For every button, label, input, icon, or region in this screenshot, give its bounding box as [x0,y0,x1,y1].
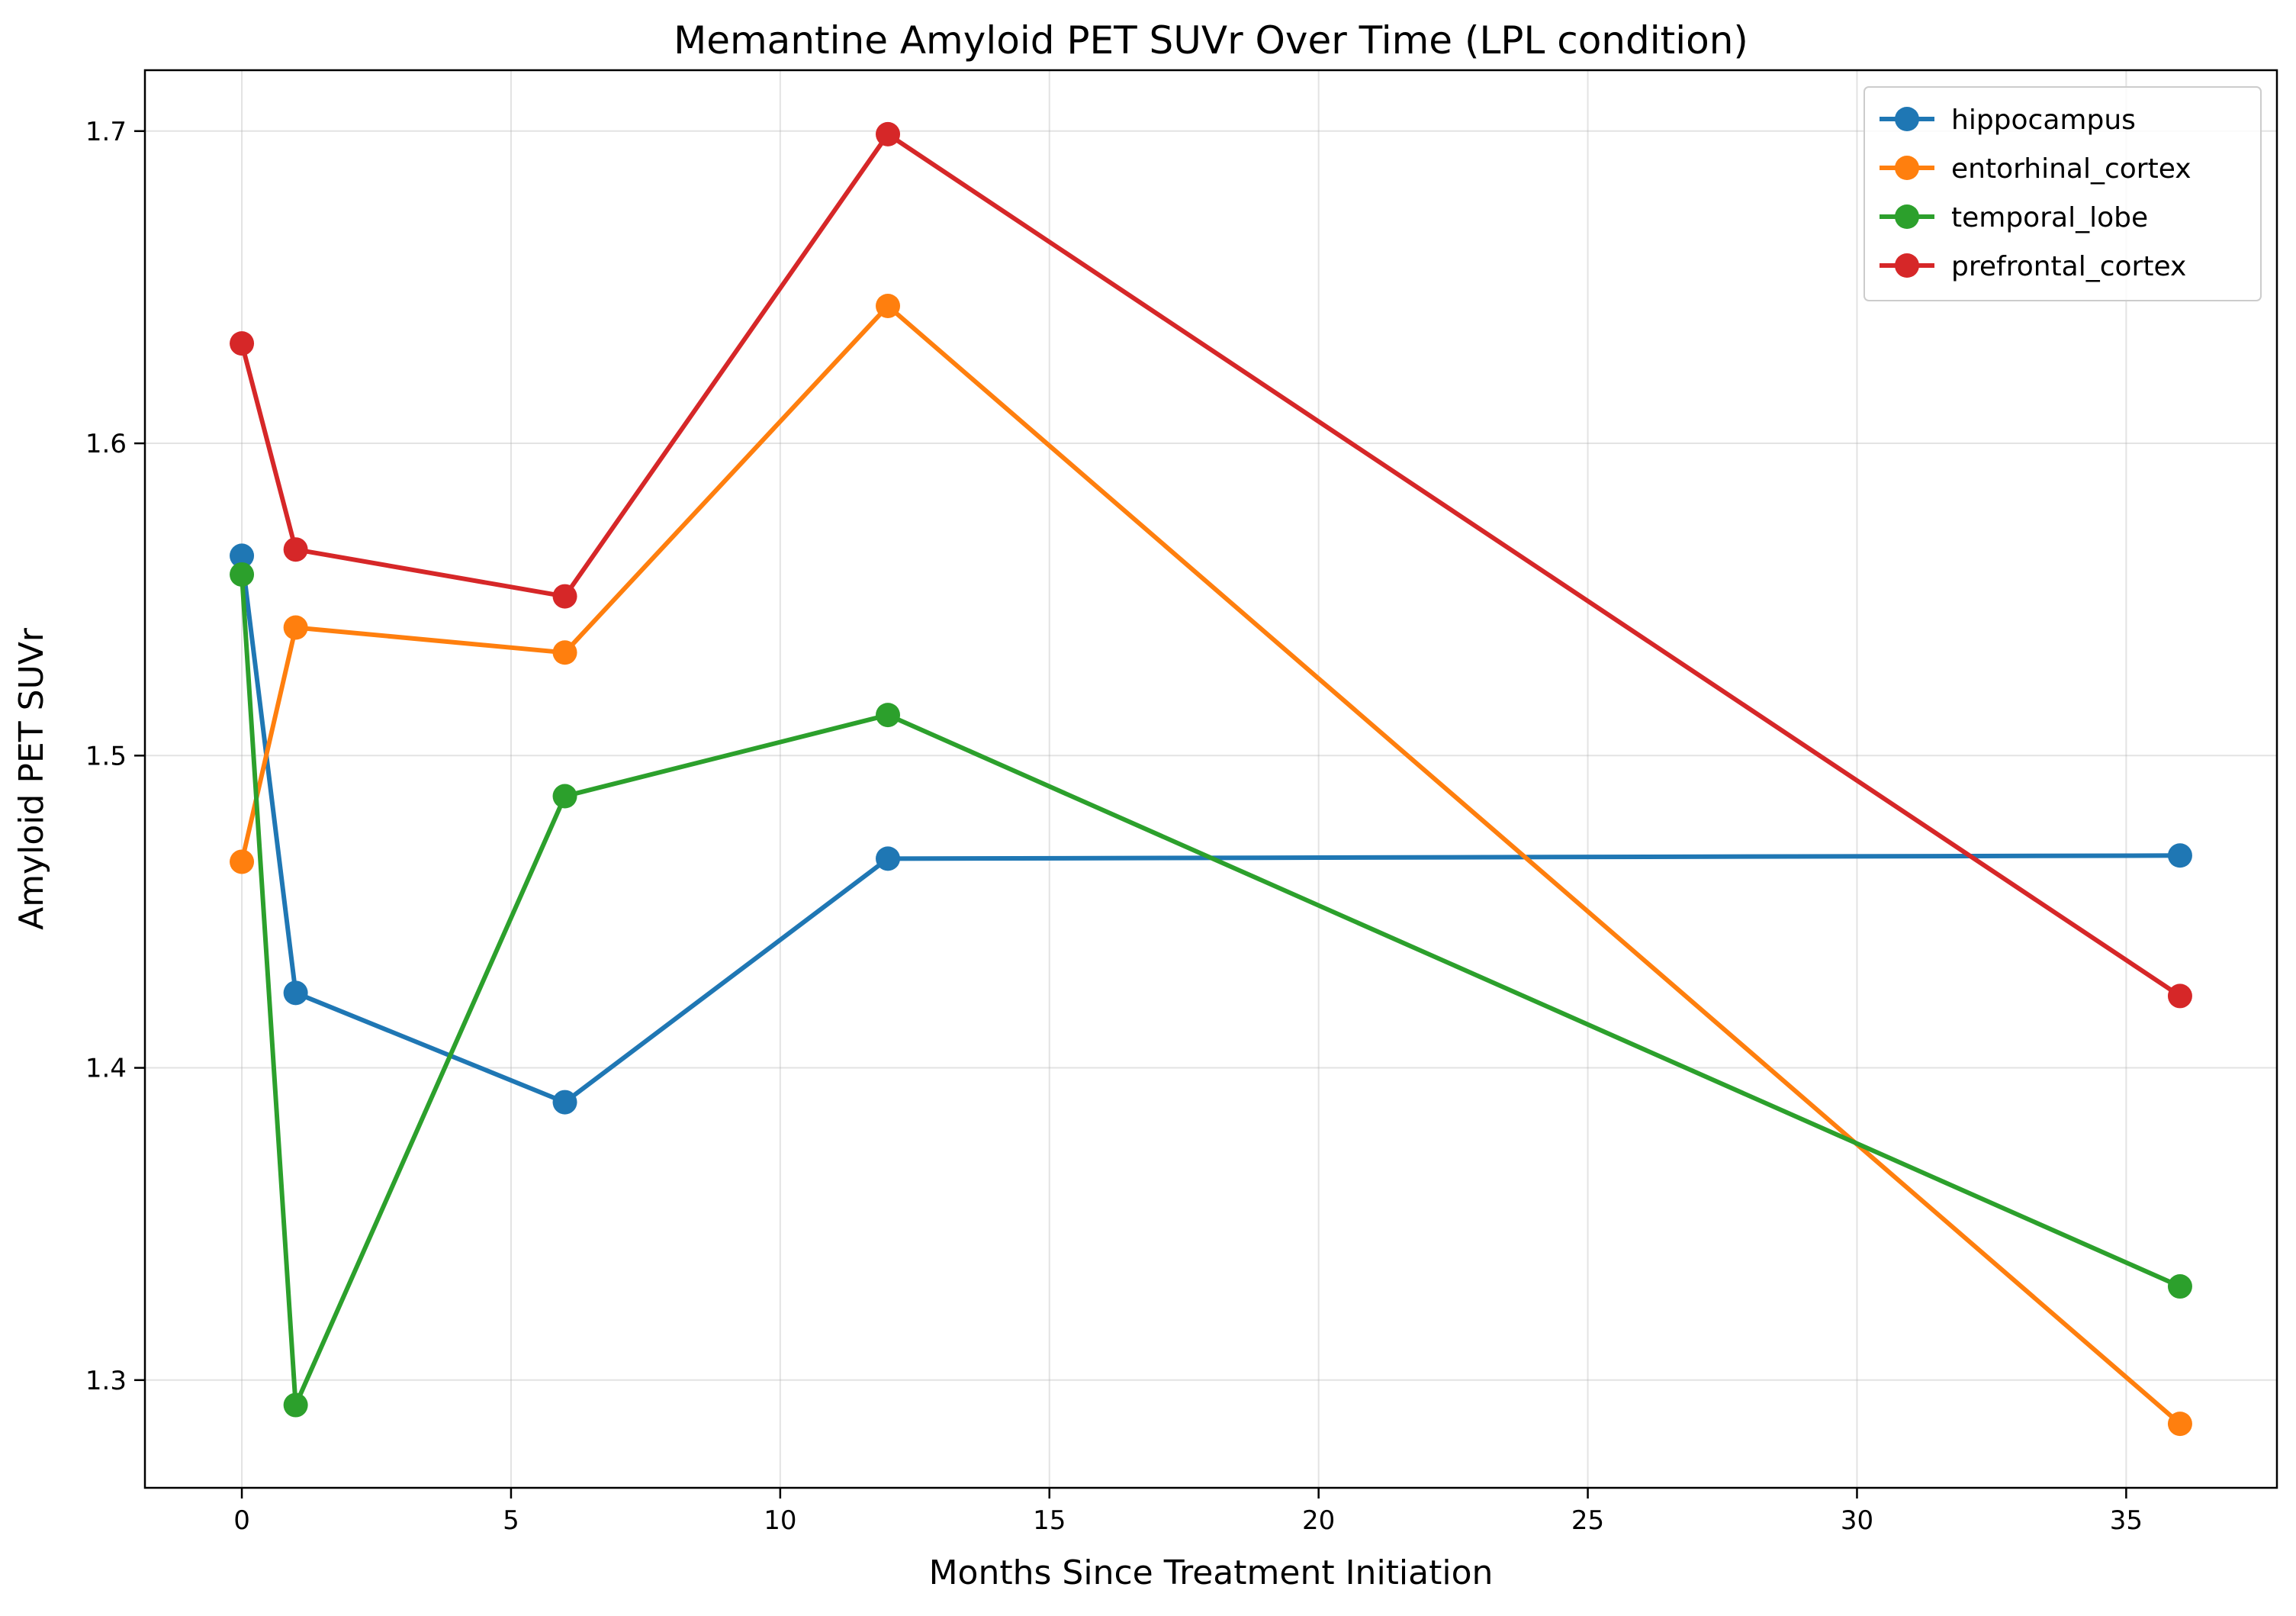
legend-swatch-marker [1895,204,1919,229]
x-tick-label: 0 [233,1505,250,1536]
legend-item: hippocampus [1880,105,2136,136]
y-tick-label: 1.5 [85,741,127,771]
y-tick-label: 1.6 [85,429,127,459]
grid [145,70,2277,1488]
plot-frame [143,69,2278,1489]
data-point [230,562,255,587]
data-point [2167,983,2192,1009]
series-hippocampus [230,543,2192,1115]
x-tick-label: 15 [1033,1505,1066,1536]
series-temporal-lobe [230,562,2192,1418]
data-point [2167,1274,2192,1299]
data-point [283,615,308,640]
x-axis-label: Months Since Treatment Initiation [929,1553,1494,1592]
x-tick-label: 20 [1302,1505,1335,1536]
series-entorhinal-cortex [230,293,2192,1437]
y-tick-label: 1.3 [85,1366,127,1396]
x-tick-label: 25 [1571,1505,1604,1536]
data-point [552,584,577,609]
data-point [2167,843,2192,868]
x-tick-label: 30 [1841,1505,1873,1536]
chart-title: Memantine Amyloid PET SUVr Over Time (LP… [674,18,1748,63]
y-tick-label: 1.7 [85,117,127,147]
data-point [876,703,901,728]
x-tick-label: 35 [2110,1505,2143,1536]
y-axis-ticks: 1.3 1.4 1.5 1.6 1.7 [85,117,145,1396]
data-point [283,980,308,1006]
legend: hippocampus entorhinal_cortex temporal_lob… [1863,86,2262,301]
legend-box [1863,86,2262,301]
legend-swatch-marker [1895,107,1919,131]
data-point [283,537,308,562]
legend-swatch-marker [1895,156,1919,180]
data-point [552,1090,577,1115]
data-point [230,849,255,874]
x-tick-label: 10 [764,1505,796,1536]
data-point [876,121,901,146]
legend-item: temporal_lobe [1880,202,2148,233]
data-point [552,784,577,809]
legend-label: prefrontal_cortex [1951,251,2186,282]
data-point [552,640,577,665]
x-axis-ticks: 0 5 10 15 20 25 30 35 [233,1488,2143,1536]
data-point [2167,1412,2192,1437]
series-layer [230,121,2192,1437]
legend-item: entorhinal_cortex [1880,153,2191,185]
legend-label: temporal_lobe [1951,202,2148,233]
data-point [876,846,901,871]
data-point [283,1392,308,1418]
legend-swatch-marker [1895,253,1919,278]
legend-item: prefrontal_cortex [1880,251,2186,282]
y-axis-label: Amyloid PET SUVr [12,627,51,930]
series-prefrontal-cortex [230,121,2192,1009]
legend-label: hippocampus [1951,105,2136,136]
x-tick-label: 5 [503,1505,519,1536]
y-tick-label: 1.4 [85,1054,127,1084]
data-point [230,331,255,356]
data-point [230,543,255,568]
legend-label: entorhinal_cortex [1951,153,2191,185]
data-point [876,293,901,318]
